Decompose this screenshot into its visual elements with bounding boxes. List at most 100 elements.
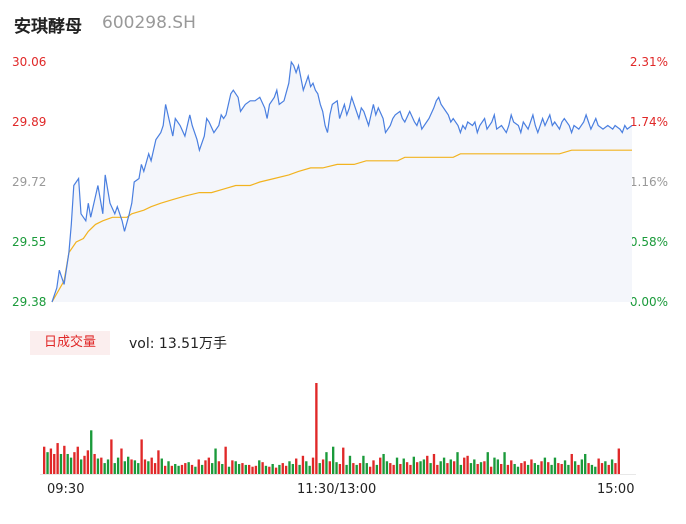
- volume-bar: [563, 460, 567, 474]
- volume-bar: [463, 457, 466, 474]
- volume-bar: [550, 464, 553, 474]
- volume-bar: [352, 463, 355, 474]
- volume-tag[interactable]: 日成交量: [30, 331, 110, 355]
- volume-bar: [180, 464, 184, 474]
- volume-bar: [513, 463, 516, 474]
- volume-bar: [365, 463, 368, 474]
- volume-bar: [247, 464, 251, 474]
- volume-bar: [416, 462, 419, 474]
- volume-bar: [536, 464, 540, 474]
- price-area-fill: [52, 62, 632, 302]
- volume-bar: [553, 457, 557, 474]
- volume-bar: [163, 465, 167, 474]
- volume-bar: [614, 463, 617, 474]
- volume-bar: [395, 457, 399, 474]
- volume-bar: [557, 463, 560, 474]
- volume-bar: [372, 460, 375, 474]
- volume-bar: [261, 462, 264, 474]
- volume-bar: [221, 463, 224, 474]
- volume-bar: [607, 464, 610, 474]
- volume-bar: [412, 456, 415, 474]
- volume-bar: [295, 458, 298, 474]
- pct-tick-label: 1.16%: [629, 175, 668, 189]
- volume-bar: [200, 464, 204, 474]
- volume-bar: [76, 446, 79, 474]
- volume-bar: [436, 464, 439, 474]
- volume-bar: [375, 464, 379, 474]
- volume-bar: [429, 463, 432, 474]
- volume-bar: [617, 448, 620, 474]
- volume-bar: [584, 453, 587, 474]
- volume-bar: [348, 455, 352, 474]
- stock-name: 安琪酵母: [14, 17, 82, 37]
- volume-bar: [227, 466, 231, 474]
- price-tick-label: 29.55: [12, 235, 47, 249]
- volume-bar: [130, 459, 133, 474]
- volume-bar: [489, 466, 493, 474]
- volume-bar: [100, 457, 103, 474]
- volume-bar: [560, 463, 563, 474]
- volume-bar: [127, 456, 130, 474]
- volume-bar: [355, 464, 358, 474]
- volume-bar: [197, 459, 200, 474]
- volume-bar: [160, 458, 163, 474]
- volume-bar: [264, 465, 268, 474]
- volume-bar: [442, 457, 446, 474]
- volume-bar: [479, 462, 483, 474]
- volume-bar: [211, 463, 214, 474]
- volume-bar: [321, 459, 325, 474]
- volume-bar: [510, 460, 513, 474]
- volume-bar: [389, 463, 392, 474]
- volume-bar: [234, 461, 237, 474]
- price-tick-label: 30.06: [12, 55, 47, 69]
- volume-bar: [469, 463, 473, 474]
- volume-bar: [368, 466, 372, 474]
- volume-bar: [496, 459, 500, 474]
- volume-bar: [476, 463, 479, 474]
- volume-bar: [577, 464, 580, 474]
- volume-bar: [573, 461, 577, 474]
- time-tick-label: 09:30: [47, 482, 85, 497]
- pct-tick-label: 2.31%: [629, 55, 668, 69]
- volume-bar: [506, 464, 510, 474]
- volume-bar: [520, 463, 523, 474]
- volume-bar: [311, 457, 315, 474]
- volume-bar: [342, 447, 345, 474]
- volume-bar: [500, 463, 503, 474]
- volume-bar: [503, 452, 506, 474]
- volume-bar: [110, 439, 113, 474]
- volume-bar: [258, 460, 261, 474]
- volume-bar: [153, 463, 157, 474]
- volume-bar: [281, 463, 284, 474]
- volume-bar: [570, 453, 573, 474]
- price-tick-label: 29.89: [12, 115, 47, 129]
- volume-bar: [120, 448, 123, 474]
- volume-bar: [422, 459, 426, 474]
- volume-bar: [150, 457, 153, 474]
- volume-bar: [305, 461, 308, 474]
- volume-bar: [301, 455, 305, 474]
- volume-bar: [251, 466, 254, 474]
- volume-bar: [73, 452, 76, 474]
- volume-bar: [308, 465, 311, 474]
- volume-bar: [170, 465, 174, 474]
- volume-bar: [604, 461, 607, 474]
- volume-bar: [547, 462, 550, 474]
- volume-bar: [244, 464, 247, 474]
- volume-bar: [567, 464, 570, 474]
- volume-bar: [43, 446, 46, 474]
- volume-label: vol: 13.51万手: [129, 336, 227, 352]
- volume-bar: [66, 453, 69, 474]
- volume-bar: [90, 430, 93, 474]
- volume-bar: [83, 455, 86, 474]
- volume-bar: [338, 463, 342, 474]
- volume-bar: [449, 459, 452, 474]
- volume-bar: [207, 457, 211, 474]
- volume-bar: [432, 453, 436, 474]
- volume-bar: [493, 457, 496, 474]
- volume-bar: [315, 383, 318, 474]
- volume-bar: [335, 462, 338, 474]
- volume-bar: [399, 463, 402, 474]
- volume-bar: [345, 464, 348, 474]
- volume-bar: [486, 452, 489, 474]
